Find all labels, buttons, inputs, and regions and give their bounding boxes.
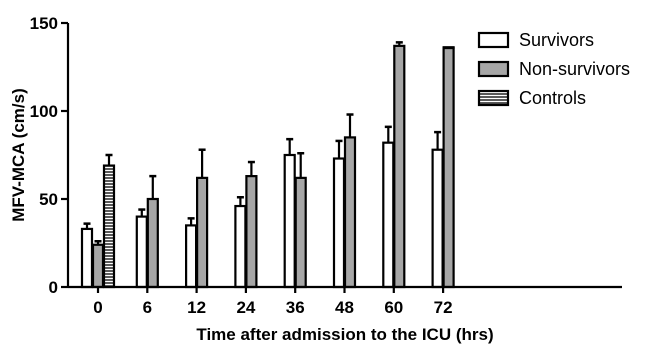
bar-survivors-48 bbox=[332, 157, 346, 289]
bar-non-survivors-6 bbox=[146, 197, 159, 289]
bar-non-survivors-72 bbox=[442, 46, 455, 289]
x-tick-label: 48 bbox=[335, 298, 354, 317]
legend-swatch-non-survivors bbox=[477, 60, 510, 78]
bar-survivors-72 bbox=[431, 148, 444, 289]
bar-non-survivors-60 bbox=[393, 44, 406, 289]
bar-controls-0 bbox=[102, 164, 116, 289]
legend-swatch-controls bbox=[477, 89, 510, 107]
x-tick-label: 72 bbox=[434, 298, 453, 317]
bar-non-survivors-36 bbox=[294, 176, 307, 289]
x-tick-label: 36 bbox=[286, 298, 305, 317]
y-tick-label: 100 bbox=[30, 102, 58, 121]
bar-survivors-24 bbox=[234, 204, 247, 289]
y-tick-label: 0 bbox=[49, 278, 58, 297]
bar-non-survivors-24 bbox=[245, 175, 258, 289]
legend-label-controls: Controls bbox=[519, 88, 586, 108]
plot-area bbox=[80, 41, 455, 289]
x-tick-label: 60 bbox=[384, 298, 403, 317]
bar-non-survivors-12 bbox=[196, 176, 209, 289]
bar-survivors-0 bbox=[80, 227, 94, 289]
bar-non-survivors-48 bbox=[343, 136, 357, 289]
axes: 0 50 100 150 0 6 12 24 36 48 60 72 Time after admiss… bbox=[9, 14, 622, 344]
bar-survivors-36 bbox=[283, 153, 296, 289]
bar-non-survivors-0 bbox=[91, 243, 105, 289]
legend-swatch-survivors bbox=[477, 31, 510, 49]
legend-label-non-survivors: Non-survivors bbox=[519, 59, 630, 79]
x-tick-label: 6 bbox=[143, 298, 152, 317]
x-axis-label: Time after admission to the ICU (hrs) bbox=[196, 325, 493, 344]
x-tick-label: 24 bbox=[236, 298, 255, 317]
legend: Survivors Non-survivors Controls bbox=[477, 30, 630, 108]
bar-survivors-6 bbox=[135, 215, 148, 289]
x-tick-label: 0 bbox=[93, 298, 102, 317]
y-axis-label: MFV-MCA (cm/s) bbox=[9, 88, 28, 222]
y-tick-label: 150 bbox=[30, 14, 58, 33]
y-tick-label: 50 bbox=[39, 190, 58, 209]
x-tick-label: 12 bbox=[187, 298, 206, 317]
bar-survivors-60 bbox=[382, 141, 395, 289]
legend-label-survivors: Survivors bbox=[519, 30, 594, 50]
bar-survivors-12 bbox=[185, 224, 198, 289]
